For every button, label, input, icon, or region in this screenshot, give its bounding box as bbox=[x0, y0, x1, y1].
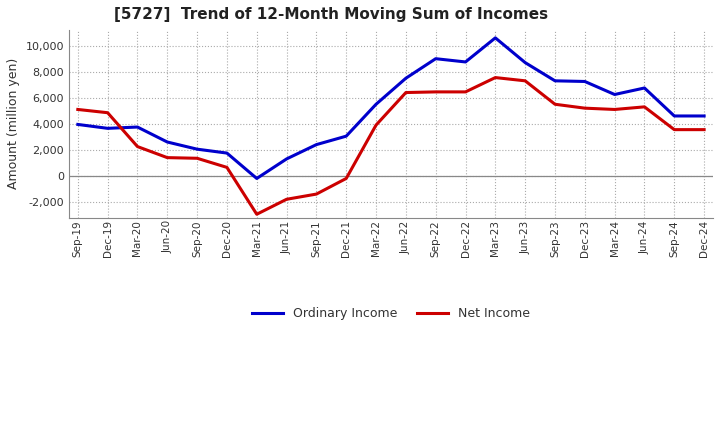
Net Income bbox=[253, 212, 261, 217]
Net Income bbox=[133, 144, 142, 149]
Line: Ordinary Income: Ordinary Income bbox=[78, 38, 704, 179]
Ordinary Income bbox=[342, 133, 351, 139]
Ordinary Income bbox=[222, 150, 231, 156]
Ordinary Income bbox=[580, 79, 589, 84]
Ordinary Income bbox=[611, 92, 619, 97]
Net Income bbox=[580, 106, 589, 111]
Text: [5727]  Trend of 12-Month Moving Sum of Incomes: [5727] Trend of 12-Month Moving Sum of I… bbox=[114, 7, 548, 22]
Ordinary Income bbox=[521, 60, 529, 65]
Line: Net Income: Net Income bbox=[78, 77, 704, 214]
Net Income bbox=[163, 155, 171, 160]
Net Income bbox=[670, 127, 679, 132]
Net Income bbox=[312, 191, 320, 197]
Net Income bbox=[431, 89, 440, 95]
Net Income bbox=[282, 197, 291, 202]
Net Income bbox=[73, 107, 82, 112]
Net Income bbox=[103, 110, 112, 115]
Net Income bbox=[700, 127, 708, 132]
Net Income bbox=[342, 176, 351, 181]
Ordinary Income bbox=[670, 114, 679, 119]
Ordinary Income bbox=[133, 125, 142, 130]
Ordinary Income bbox=[372, 102, 380, 107]
Ordinary Income bbox=[431, 56, 440, 61]
Ordinary Income bbox=[73, 122, 82, 127]
Ordinary Income bbox=[491, 35, 500, 40]
Net Income bbox=[491, 75, 500, 80]
Ordinary Income bbox=[700, 114, 708, 119]
Legend: Ordinary Income, Net Income: Ordinary Income, Net Income bbox=[247, 302, 535, 326]
Ordinary Income bbox=[640, 85, 649, 91]
Net Income bbox=[551, 102, 559, 107]
Net Income bbox=[193, 156, 202, 161]
Ordinary Income bbox=[163, 139, 171, 145]
Ordinary Income bbox=[402, 76, 410, 81]
Ordinary Income bbox=[282, 156, 291, 161]
Ordinary Income bbox=[193, 147, 202, 152]
Ordinary Income bbox=[103, 126, 112, 131]
Ordinary Income bbox=[462, 59, 470, 65]
Ordinary Income bbox=[551, 78, 559, 84]
Y-axis label: Amount (million yen): Amount (million yen) bbox=[7, 58, 20, 189]
Net Income bbox=[402, 90, 410, 95]
Net Income bbox=[372, 122, 380, 128]
Net Income bbox=[462, 89, 470, 95]
Ordinary Income bbox=[253, 176, 261, 181]
Net Income bbox=[222, 165, 231, 170]
Net Income bbox=[611, 107, 619, 112]
Net Income bbox=[521, 78, 529, 84]
Ordinary Income bbox=[312, 142, 320, 147]
Net Income bbox=[640, 104, 649, 110]
